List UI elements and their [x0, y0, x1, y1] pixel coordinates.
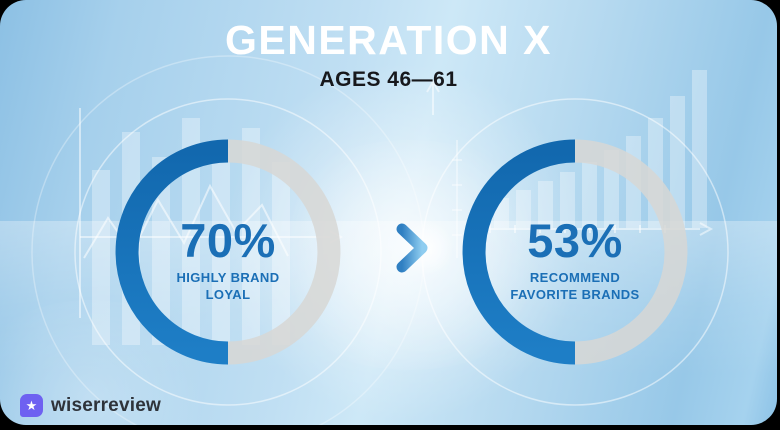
stat-value: 53% [527, 213, 623, 267]
donut-chart-recommend: 53% RECOMMEND FAVORITE BRANDS [455, 132, 695, 372]
page-title: GENERATION X [224, 17, 553, 63]
page-subtitle: AGES 46—61 [319, 68, 458, 91]
donut-chart-brand-loyal: 70% HIGHLY BRAND LOYAL [108, 132, 348, 372]
stat-value: 70% [180, 213, 276, 267]
stat-label: RECOMMEND FAVORITE BRANDS [510, 269, 640, 302]
donut-ring-icon [462, 139, 688, 365]
donut-ring-icon [115, 139, 341, 365]
arrow-right-icon [360, 220, 452, 276]
watermark-brand-name: wiserreview [51, 394, 161, 416]
star-icon: ★ [20, 394, 43, 417]
stat-brand-loyal: 70% HIGHLY BRAND LOYAL [108, 140, 348, 380]
stat-label: HIGHLY BRAND LOYAL [176, 269, 280, 302]
stat-recommend: 53% RECOMMEND FAVORITE BRANDS [455, 140, 695, 380]
watermark-brand: ★ wiserreview [20, 394, 161, 417]
